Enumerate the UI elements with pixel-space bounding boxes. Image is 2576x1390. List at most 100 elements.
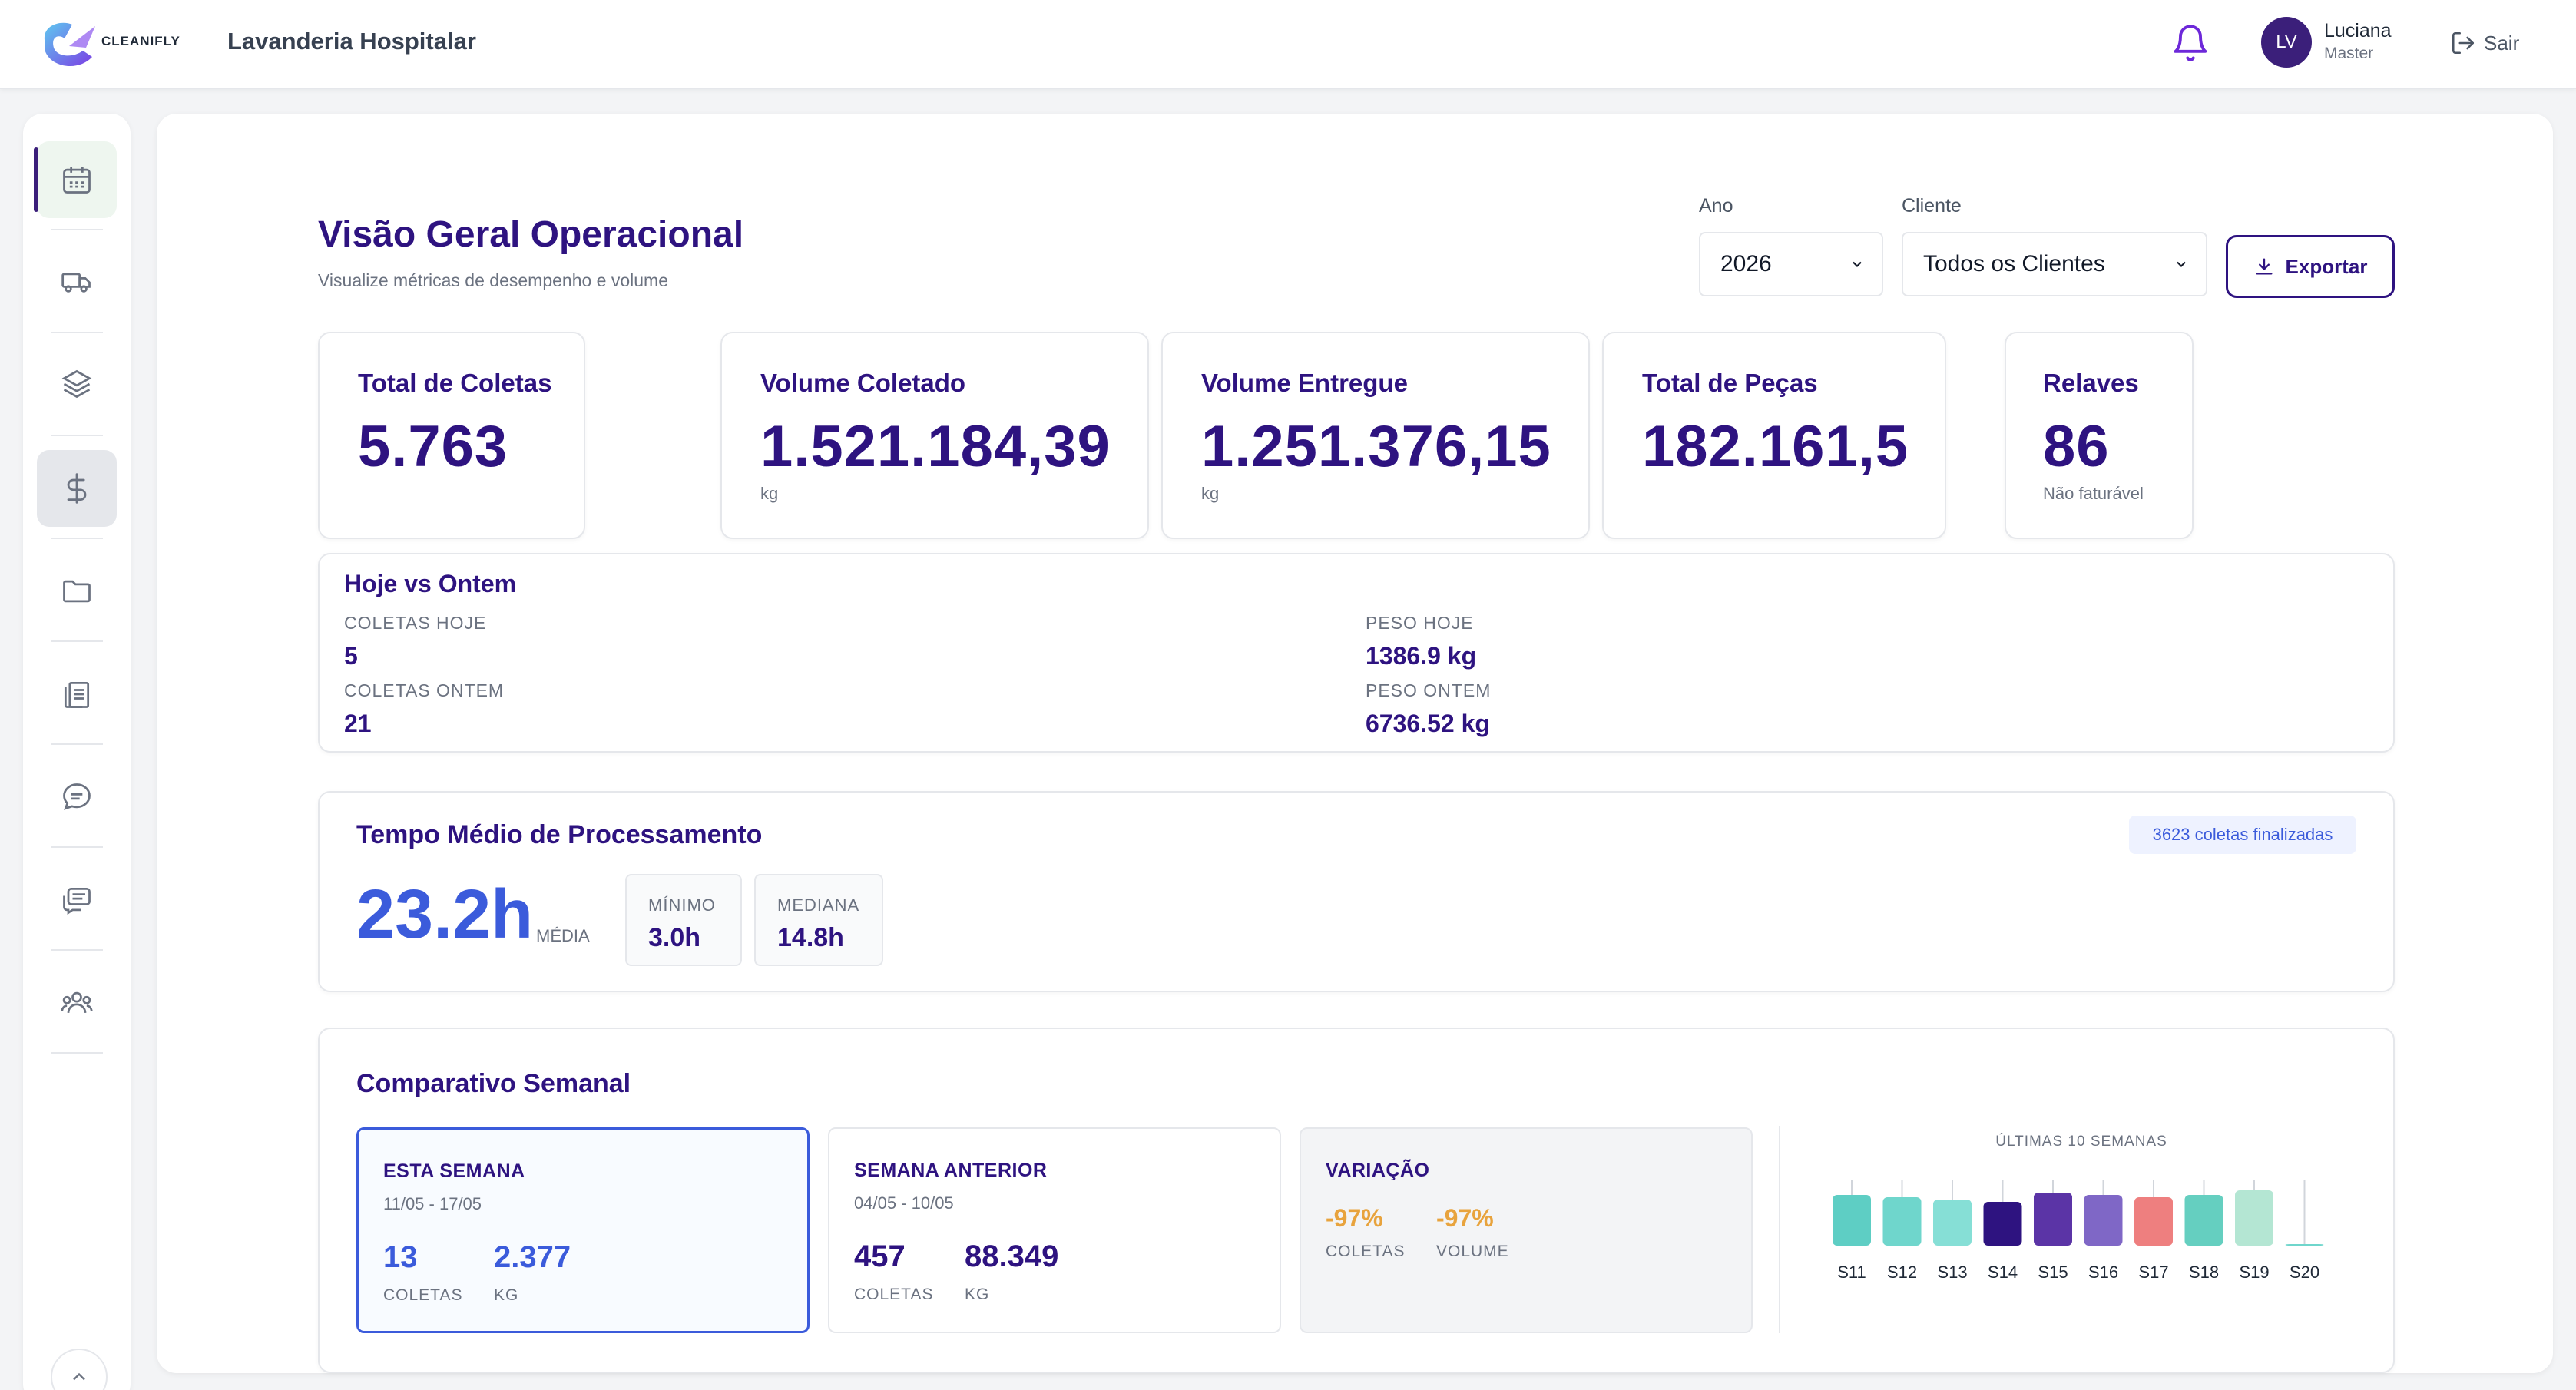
variation-volume: -97%: [1436, 1204, 1494, 1232]
chart-tick-label: S18: [2189, 1263, 2219, 1282]
kpi-label: Total de Peças: [1642, 369, 1818, 397]
sidebar-item-documents[interactable]: [37, 656, 117, 733]
sidebar-item-support[interactable]: [37, 862, 117, 938]
client-select-value: Todos os Clientes: [1923, 251, 2105, 276]
sidebar-item-dashboard[interactable]: [34, 141, 117, 218]
client-filter-label: Cliente: [1902, 195, 1962, 217]
app-title: Lavanderia Hospitalar: [227, 28, 476, 55]
chart-bar-s15[interactable]: [2034, 1193, 2072, 1246]
users-icon: [61, 991, 93, 1013]
sidebar-item-users[interactable]: [37, 965, 117, 1041]
variation-title: VARIAÇÃO: [1326, 1160, 1430, 1181]
chart-tick-label: S13: [1937, 1263, 1967, 1282]
cleanifly-logo[interactable]: CLEANIFLY: [38, 17, 184, 71]
page-subtitle: Visualize métricas de desempenho e volum…: [318, 270, 668, 290]
median-time-value: 14.8h: [777, 923, 844, 952]
last-week-range: 04/05 - 10/05: [854, 1193, 954, 1213]
coletas-hoje-label: COLETAS HOJE: [344, 613, 487, 633]
sidebar-item-files[interactable]: [37, 553, 117, 630]
this-week-title: ESTA SEMANA: [383, 1160, 525, 1182]
peso-hoje-label: PESO HOJE: [1366, 613, 1474, 633]
kpi-label: Relaves: [2043, 369, 2139, 397]
today-vs-yesterday-card: Hoje vs Ontem COLETAS HOJE 5 COLETAS ONT…: [318, 553, 2395, 753]
kpi-card-volume-entregue: Volume Entregue 1.251.376,15 kg: [1161, 332, 1590, 539]
chart-bar-s14[interactable]: [1983, 1202, 2022, 1246]
finalized-count-badge: 3623 coletas finalizadas: [2129, 816, 2356, 854]
min-time-value: 3.0h: [648, 923, 701, 952]
chart-bar-s11[interactable]: [1833, 1195, 1871, 1246]
median-time-label: MEDIANA: [777, 895, 860, 915]
this-week-coletas: 13: [383, 1240, 418, 1274]
last-week-box: SEMANA ANTERIOR 04/05 - 10/05 457 88.349…: [828, 1127, 1281, 1333]
sidebar-item-finance[interactable]: [37, 450, 117, 527]
chevron-down-icon: [2177, 261, 2186, 267]
dollar-icon: [67, 473, 87, 504]
sidebar-collapse-button[interactable]: [51, 1349, 108, 1390]
weekly-title: Comparativo Semanal: [356, 1069, 631, 1098]
year-select-value: 2026: [1720, 251, 1772, 276]
kpi-value: 86: [2043, 414, 2110, 479]
chart-divider: [1779, 1126, 1780, 1333]
logout-icon: [2452, 31, 2475, 55]
last-week-coletas-label: COLETAS: [854, 1286, 934, 1303]
this-week-range: 11/05 - 17/05: [383, 1194, 482, 1213]
client-select[interactable]: Todos os Clientes: [1902, 232, 2207, 296]
chat-icon: [63, 783, 91, 810]
chart-bar-s13[interactable]: [1933, 1200, 1972, 1246]
chevron-down-icon: [1853, 261, 1862, 267]
user-avatar[interactable]: LV: [2261, 17, 2312, 68]
last-week-coletas: 457: [854, 1239, 906, 1273]
logout-button[interactable]: Sair: [2450, 28, 2519, 58]
kpi-label: Volume Coletado: [760, 369, 966, 397]
logo-text: CLEANIFLY: [101, 34, 180, 48]
variation-volume-label: VOLUME: [1436, 1243, 1509, 1260]
chevron-up-icon: [73, 1372, 85, 1381]
this-week-kg-label: KG: [494, 1286, 519, 1304]
notifications-bell-icon[interactable]: [2170, 22, 2210, 65]
variation-box: VARIAÇÃO -97% -97% COLETAS VOLUME: [1300, 1127, 1753, 1333]
chart-bar-s16[interactable]: [2084, 1195, 2123, 1246]
last-week-kg-label: KG: [965, 1286, 990, 1303]
folder-icon: [63, 580, 91, 603]
truck-icon: [61, 273, 91, 293]
kpi-unit: kg: [760, 484, 779, 503]
last-10-weeks-chart: ÚLTIMAS 10 SEMANAS S11 S12 S13 S14 S15 S16 S17…: [1833, 1133, 2324, 1282]
sidebar-item-logistics[interactable]: [37, 243, 117, 319]
kpi-value: 1.251.376,15: [1201, 414, 1551, 479]
year-select[interactable]: 2026: [1699, 232, 1883, 296]
export-label: Exportar: [2285, 254, 2368, 278]
chart-bar-s12[interactable]: [1882, 1197, 1922, 1246]
chart-tick-label: S17: [2138, 1263, 2168, 1282]
logo-mark-icon: [44, 22, 95, 67]
chart-bar-s17[interactable]: [2134, 1197, 2173, 1246]
kpi-label: Volume Entregue: [1201, 369, 1408, 397]
logout-label: Sair: [2484, 31, 2520, 55]
chart-tick-label: S16: [2088, 1263, 2118, 1282]
kpi-unit: kg: [1201, 484, 1220, 503]
calendar-icon: [63, 167, 91, 194]
sidebar-item-messages[interactable]: [37, 759, 117, 836]
layers-icon: [61, 369, 92, 399]
chat-bubbles-icon: [63, 887, 91, 915]
chart-tick-label: S14: [1988, 1263, 2018, 1282]
export-button[interactable]: Exportar: [2226, 235, 2395, 298]
median-time-box: MEDIANA 14.8h: [754, 874, 883, 966]
user-name: Luciana: [2324, 20, 2392, 41]
peso-hoje-value: 1386.9 kg: [1366, 642, 1477, 670]
download-icon: [2256, 258, 2273, 275]
kpi-label: Total de Coletas: [358, 369, 552, 397]
sidebar: [23, 114, 131, 1390]
kpi-value: 182.161,5: [1642, 414, 1909, 479]
chart-bar-s19[interactable]: [2235, 1190, 2273, 1246]
coletas-hoje-value: 5: [344, 642, 358, 670]
last-week-kg: 88.349: [965, 1239, 1059, 1273]
last-week-title: SEMANA ANTERIOR: [854, 1160, 1048, 1181]
variation-coletas-label: COLETAS: [1326, 1243, 1406, 1260]
sidebar-item-inventory[interactable]: [37, 346, 117, 422]
processing-title: Tempo Médio de Processamento: [356, 820, 763, 849]
chart-bar-s18[interactable]: [2184, 1195, 2223, 1246]
coletas-ontem-label: COLETAS ONTEM: [344, 680, 505, 700]
documents-icon: [64, 681, 90, 708]
chart-bar-s20[interactable]: [2285, 1244, 2324, 1246]
peso-ontem-value: 6736.52 kg: [1366, 710, 1490, 737]
